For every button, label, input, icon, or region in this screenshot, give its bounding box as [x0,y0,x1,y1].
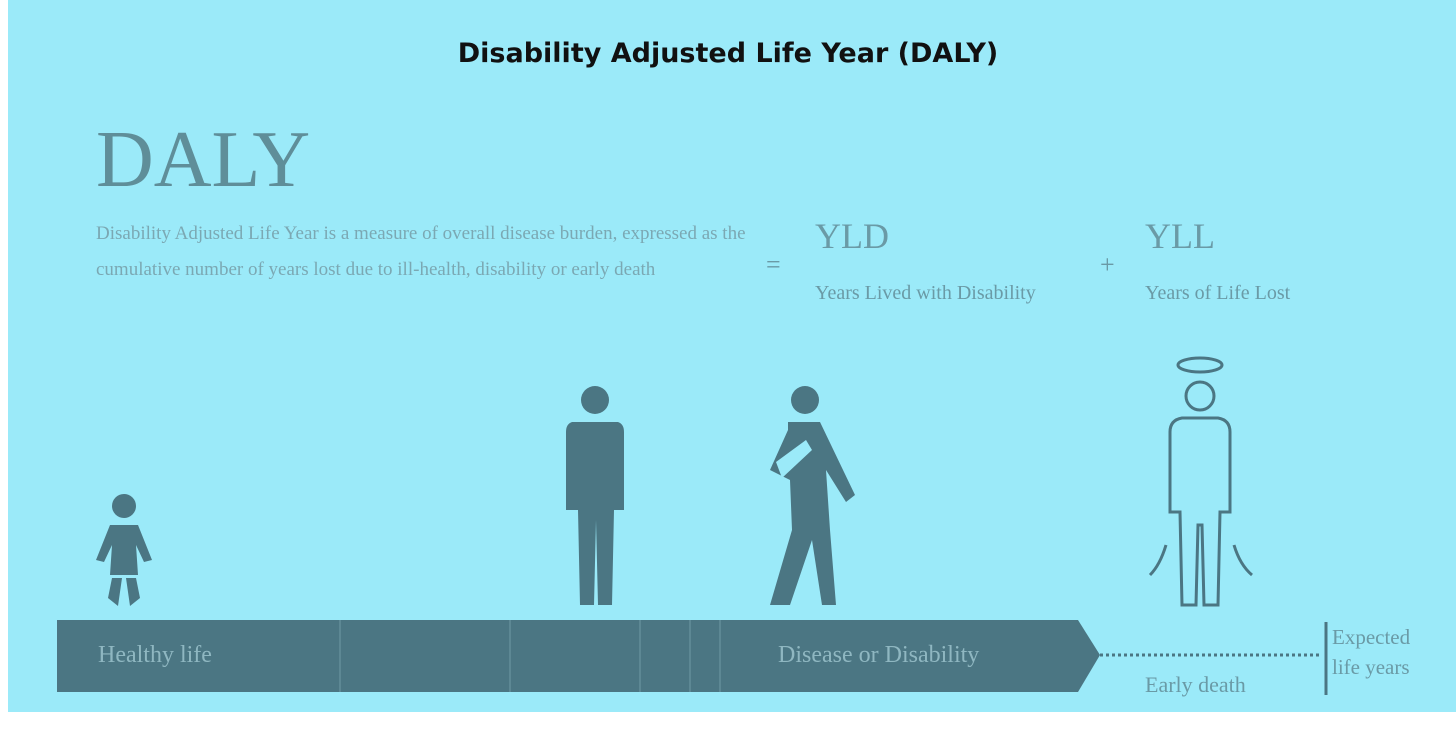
man-icon [566,386,624,605]
title: Disability Adjusted Life Year (DALY) [457,38,999,69]
yld-abbr: YLD [815,216,889,256]
end-label: Expected life years [1332,625,1411,679]
segment-label: Disease or Disability [778,642,980,668]
yll-label: Years of Life Lost [1145,282,1291,304]
bar-dividers [339,620,721,692]
plus-sign: + [1100,250,1115,279]
background [8,0,1456,712]
yld-label: Years Lived with Disability [815,282,1036,304]
timeline-bar [57,620,1100,692]
term: DALY [96,116,311,204]
angel-icon [1148,356,1253,607]
segment-label: Early death [1145,672,1246,697]
yll-abbr: YLL [1145,216,1215,256]
equals-sign: = [766,250,781,279]
segment-label: Healthy life [98,642,212,668]
description: Disability Adjusted Life Year is a measu… [96,223,746,280]
injured-man-icon [770,386,855,605]
baby-icon [96,494,152,606]
